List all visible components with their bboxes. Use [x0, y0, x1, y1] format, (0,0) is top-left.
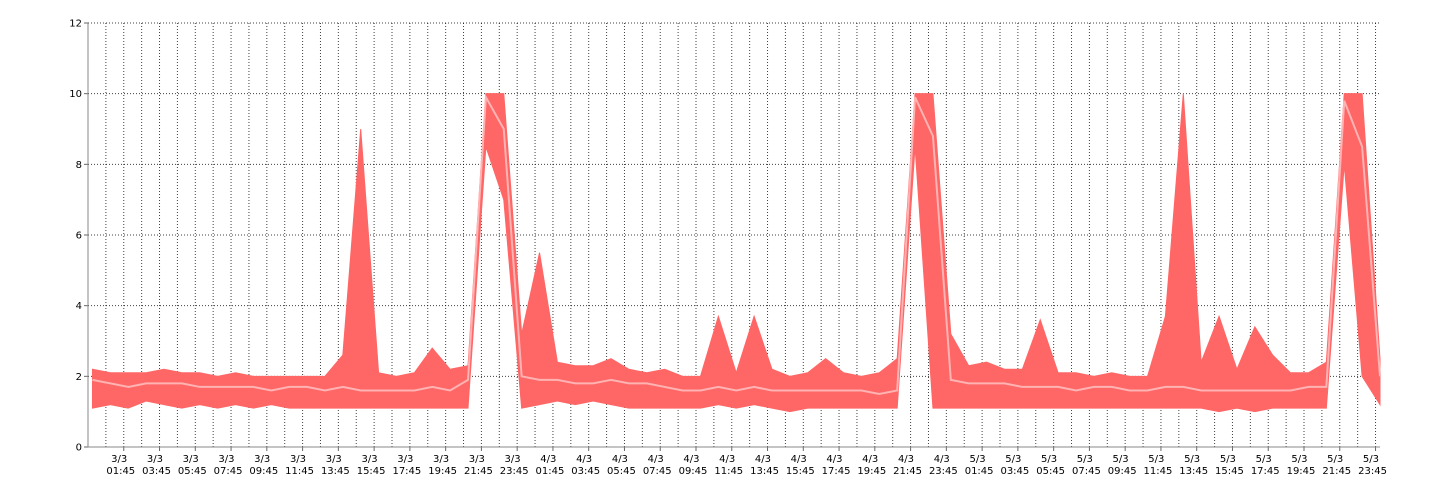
x-tick-label: 4/3 21:45 [893, 454, 922, 477]
x-tick-label: 5/3 15:45 [1215, 454, 1244, 477]
y-tick-label: 4 [76, 301, 82, 312]
x-tick-label: 5/3 19:45 [1287, 454, 1316, 477]
range-band [91, 93, 1381, 413]
y-tick-label: 6 [76, 231, 82, 242]
x-tick-label: 4/3 13:45 [750, 454, 779, 477]
x-tick-label: 4/3 07:45 [643, 454, 672, 477]
x-tick-label: 5/3 03:45 [1000, 454, 1029, 477]
x-tick-label: 5/3 23:45 [1358, 454, 1387, 477]
y-tick-label: 8 [76, 160, 82, 171]
y-tick-label: 0 [76, 443, 82, 454]
y-tick-label: 12 [69, 19, 82, 30]
x-tick-label: 5/3 07:45 [1072, 454, 1101, 477]
x-tick-label: 3/3 03:45 [142, 454, 171, 477]
x-tick-label: 4/3 17:45 [822, 454, 851, 477]
x-tick-label: 5/3 11:45 [1144, 454, 1173, 477]
x-tick-label: 4/3 05:45 [607, 454, 636, 477]
y-tick-label: 2 [76, 372, 82, 383]
x-tick-label: 4/3 19:45 [857, 454, 886, 477]
x-tick-label: 5/3 01:45 [965, 454, 994, 477]
x-tick-label: 3/3 07:45 [214, 454, 243, 477]
x-tick-label: 5/3 21:45 [1322, 454, 1351, 477]
y-tick-label: 10 [69, 89, 82, 100]
x-tick-label: 4/3 23:45 [929, 454, 958, 477]
x-tick-label: 5/3 09:45 [1108, 454, 1137, 477]
x-tick-label: 3/3 05:45 [178, 454, 207, 477]
x-tick-label: 3/3 09:45 [249, 454, 278, 477]
x-tick-label: 3/3 01:45 [106, 454, 135, 477]
x-tick-label: 3/3 19:45 [428, 454, 457, 477]
x-tick-label: 3/3 23:45 [500, 454, 529, 477]
x-tick-label: 3/3 15:45 [357, 454, 386, 477]
x-tick-label: 4/3 11:45 [714, 454, 743, 477]
x-tick-label: 3/3 21:45 [464, 454, 493, 477]
x-tick-label: 3/3 13:45 [321, 454, 350, 477]
x-tick-label: 3/3 17:45 [392, 454, 421, 477]
x-tick-label: 5/3 17:45 [1251, 454, 1280, 477]
x-tick-label: 4/3 15:45 [786, 454, 815, 477]
x-tick-label: 5/3 13:45 [1179, 454, 1208, 477]
x-tick-label: 4/3 03:45 [571, 454, 600, 477]
mean-line [92, 93, 1381, 396]
x-tick-label: 4/3 01:45 [536, 454, 565, 477]
x-tick-label: 5/3 05:45 [1036, 454, 1065, 477]
x-tick-label: 3/3 11:45 [285, 454, 314, 477]
x-tick-label: 4/3 09:45 [679, 454, 708, 477]
